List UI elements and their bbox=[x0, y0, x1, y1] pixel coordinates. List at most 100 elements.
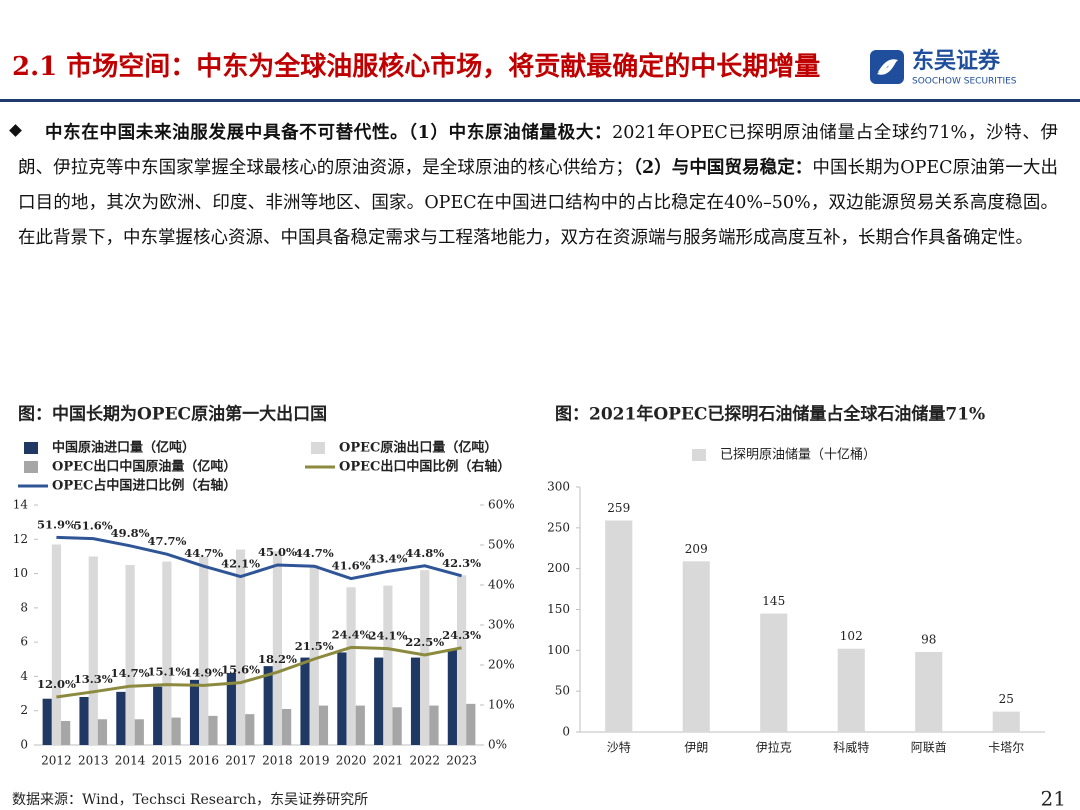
bar bbox=[153, 686, 163, 745]
bar bbox=[282, 709, 292, 745]
x-tick-label: 2019 bbox=[299, 754, 330, 768]
legend-marker bbox=[24, 442, 38, 454]
legend-marker bbox=[311, 442, 325, 454]
bar bbox=[410, 657, 421, 745]
line bbox=[56, 645, 462, 699]
x-tick-label: 2021 bbox=[373, 754, 404, 768]
y-tick-label: 6 bbox=[20, 635, 28, 649]
y2-tick-label: 40% bbox=[488, 578, 515, 592]
bar bbox=[97, 719, 108, 745]
data-label: 51.6% bbox=[74, 519, 113, 533]
data-label: 209 bbox=[685, 542, 708, 556]
x-tick-label: 2022 bbox=[409, 754, 440, 768]
logo-name: 东吴证券 bbox=[912, 48, 1001, 74]
legend-label: OPEC出口中国比例（右轴） bbox=[339, 459, 510, 475]
logo-sub: SOOCHOW SECURITIES bbox=[912, 77, 1017, 87]
legend-label: OPEC原油出口量（亿吨） bbox=[339, 440, 497, 456]
bar bbox=[79, 697, 89, 745]
data-label: 47.7% bbox=[147, 534, 186, 548]
bar bbox=[392, 707, 402, 745]
bar bbox=[61, 721, 71, 745]
x-tick-label: 2014 bbox=[115, 754, 146, 768]
bar bbox=[171, 717, 181, 745]
bar bbox=[226, 673, 236, 745]
page-number: 21 bbox=[1041, 787, 1066, 810]
data-label: 44.7% bbox=[184, 546, 223, 560]
bar bbox=[374, 657, 384, 745]
data-label: 18.2% bbox=[258, 652, 297, 666]
y2-tick-label: 50% bbox=[488, 538, 515, 552]
bar bbox=[300, 657, 310, 745]
logo-icon bbox=[870, 50, 904, 84]
x-tick-label: 卡塔尔 bbox=[988, 740, 1024, 755]
data-label: 13.3% bbox=[74, 672, 113, 686]
bar bbox=[263, 666, 273, 745]
chart-title: 图：2021年OPEC已探明石油储量占全球石油储量71% bbox=[555, 404, 985, 425]
data-label: 15.1% bbox=[147, 665, 186, 679]
legend-label: 中国原油进口量（亿吨） bbox=[52, 440, 195, 456]
bar bbox=[605, 520, 633, 732]
legend-label: OPEC出口中国原油量（亿吨） bbox=[52, 459, 236, 475]
body-segment: 中东在中国未来油服发展中具备不可替代性。（1）中东原油储量极大： bbox=[45, 123, 613, 143]
bar bbox=[162, 561, 172, 745]
bar bbox=[245, 714, 255, 745]
data-label: 22.5% bbox=[405, 635, 444, 649]
x-tick-label: 2016 bbox=[188, 754, 219, 768]
data-label: 43.4% bbox=[368, 551, 407, 565]
data-label: 25 bbox=[999, 692, 1014, 706]
data-label: 15.6% bbox=[221, 663, 260, 677]
bar bbox=[682, 561, 710, 732]
y-tick-label: 14 bbox=[13, 498, 29, 512]
x-tick-label: 沙特 bbox=[607, 740, 631, 755]
y-tick-label: 2 bbox=[20, 703, 28, 717]
bar bbox=[318, 705, 329, 745]
bar bbox=[760, 613, 788, 732]
bar bbox=[420, 570, 430, 745]
body-segment: 2021年OPEC已探明原油储量占全球约71%，沙特、伊朗、伊拉克等中东国家掌握… bbox=[18, 123, 1058, 178]
bar bbox=[915, 651, 943, 732]
bar bbox=[88, 556, 98, 745]
y-tick-label: 150 bbox=[547, 602, 570, 616]
x-tick-label: 2015 bbox=[152, 754, 183, 768]
y-tick-label: 200 bbox=[547, 561, 570, 575]
x-tick-label: 2017 bbox=[225, 754, 256, 768]
legend-label: 已探明原油储量（十亿桶） bbox=[720, 448, 876, 463]
x-tick-label: 2023 bbox=[446, 754, 477, 768]
body-segment: 中国长期为OPEC原油第一大出口目的地，其次为欧洲、印度、非洲等地区、国家。OP… bbox=[18, 158, 1058, 248]
bar bbox=[429, 705, 439, 745]
bar bbox=[837, 648, 865, 732]
bar bbox=[346, 587, 356, 745]
bar bbox=[42, 698, 52, 745]
x-tick-label: 2018 bbox=[262, 754, 293, 768]
bar bbox=[272, 551, 283, 745]
data-label: 51.9% bbox=[37, 517, 76, 531]
y-tick-label: 100 bbox=[547, 643, 570, 657]
data-label: 21.5% bbox=[295, 639, 334, 653]
data-label: 102 bbox=[840, 629, 863, 643]
x-tick-label: 2013 bbox=[78, 754, 109, 768]
bar bbox=[466, 703, 476, 745]
y-tick-label: 8 bbox=[20, 600, 28, 614]
x-tick-label: 科威特 bbox=[833, 740, 869, 755]
y2-tick-label: 60% bbox=[488, 498, 515, 512]
data-label: 45.0% bbox=[258, 545, 297, 559]
data-label: 42.3% bbox=[442, 556, 481, 570]
header-rule bbox=[0, 99, 1080, 102]
bar bbox=[383, 585, 393, 745]
x-tick-label: 2012 bbox=[41, 754, 72, 768]
y-tick-label: 300 bbox=[547, 480, 570, 494]
data-label: 259 bbox=[607, 501, 630, 515]
y-tick-label: 0 bbox=[562, 725, 570, 739]
data-label: 41.6% bbox=[332, 559, 371, 573]
data-label: 24.1% bbox=[368, 629, 407, 643]
data-label: 12.0% bbox=[37, 677, 76, 691]
legend-marker bbox=[692, 449, 706, 461]
bar bbox=[134, 719, 144, 745]
bar bbox=[992, 711, 1020, 732]
x-tick-label: 2020 bbox=[336, 754, 367, 768]
bar bbox=[199, 556, 209, 745]
legend-label: OPEC占中国进口比例（右轴） bbox=[52, 478, 236, 494]
data-label: 42.1% bbox=[221, 557, 260, 571]
